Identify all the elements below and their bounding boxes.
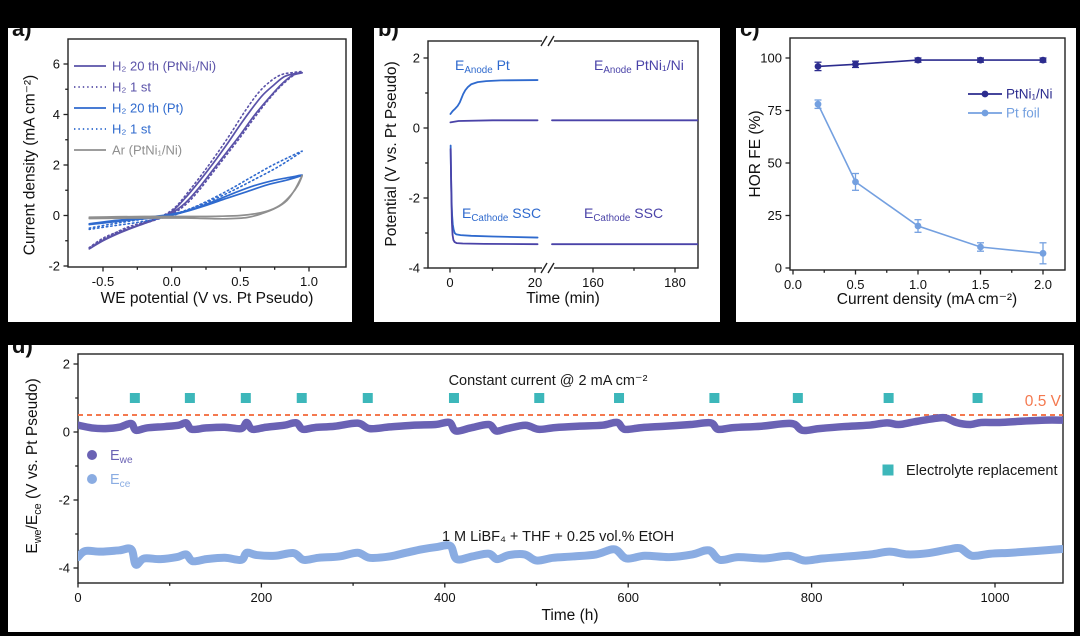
tick-label: -2 (408, 191, 420, 206)
panel-d-series (78, 413, 1063, 569)
panel-c-plot: 0.0 0.5 1.0 1.5 2.0 0 25 50 75 100 PtNi₁/Ni Pt foil (760, 37, 1066, 292)
tick-label: 1000 (981, 590, 1010, 605)
annotation: ECathode SSC (462, 205, 541, 224)
series-line (88, 174, 303, 220)
tick-label: 20 (528, 275, 542, 290)
tick-label: -4 (408, 261, 420, 276)
panel-c: 0.0 0.5 1.0 1.5 2.0 0 25 50 75 100 PtNi₁/Ni Pt foil… (736, 28, 1076, 322)
panel-a-legend: H₂ 20 th (PtNi₁/Ni) H₂ 1 st H₂ 20 th (Pt) H… (74, 59, 216, 158)
tick-label: 2 (53, 158, 60, 173)
panel-b-series (449, 79, 698, 246)
annotation: 0.5 V (1025, 393, 1062, 410)
annotation: Electrolyte replacement (906, 463, 1058, 479)
annotation: Ece (110, 472, 131, 490)
panel-a-series (88, 70, 303, 250)
legend-label: Pt foil (1006, 106, 1040, 121)
legend-label: H₂ 20 th (Pt) (112, 101, 184, 116)
tick-label: 2 (413, 51, 420, 66)
tick-label: -2 (48, 259, 60, 274)
annotation: ECathode SSC (584, 205, 663, 224)
panel-c-legend: PtNi₁/Ni Pt foil (968, 87, 1053, 121)
tick-label: 0.5 (846, 277, 864, 292)
panel-a-axes: -0.5 0.0 0.5 1.0 -2 0 2 4 6 (48, 38, 347, 289)
tick-label: 160 (582, 275, 604, 290)
annotation: Constant current @ 2 mA cm⁻² (449, 373, 648, 389)
series-line (449, 119, 539, 124)
annotation: EAnode Pt (455, 57, 510, 76)
panel-b: 0 20 160 180 2 0 -2 -4 EAnode Pt EAnode PtNi₁/Ni E… (374, 28, 720, 322)
panel-d-annotations: Constant current @ 2 mA cm⁻² 1 M LiBF₄ + … (110, 373, 1062, 545)
tick-label: 25 (768, 208, 782, 223)
panel-b-y-axis-title: Potential (V vs. Pt Pseudo) (383, 61, 400, 247)
tick-label: 0 (74, 590, 81, 605)
panel-b-x-axis-title: Time (min) (526, 290, 600, 307)
tick-label: 1.5 (971, 277, 989, 292)
panel-a: -0.5 0.0 0.5 1.0 -2 0 2 4 6 H₂ 20 th (PtNi₁/Ni) H₂… (8, 28, 352, 322)
panel-a-x-axis-title: WE potential (V vs. Pt Pseudo) (100, 290, 314, 307)
annotation: EAnode PtNi₁/Ni (594, 57, 684, 76)
electrolyte-replacement-markers (129, 393, 983, 403)
tick-label: 0.0 (784, 277, 802, 292)
annotation: 1 M LiBF₄ + THF + 0.25 vol.% EtOH (442, 529, 674, 545)
tick-label: 100 (760, 51, 782, 66)
legend-label: H₂ 1 st (112, 80, 151, 95)
panel-d-plot: 0 200 400 600 800 1000 2 0 -2 -4 Constant current … (58, 353, 1064, 605)
panel-d-x-axis-title: Time (h) (541, 607, 599, 624)
tick-label: -4 (58, 561, 70, 576)
panel-c-axes: 0.0 0.5 1.0 1.5 2.0 0 25 50 75 100 (760, 37, 1066, 292)
legend-label: H₂ 1 st (112, 122, 151, 137)
legend-square (882, 464, 894, 476)
panel-a-y-axis-title: Current density (mA cm⁻²) (21, 74, 39, 256)
tick-label: 0 (446, 275, 453, 290)
panel-b-annotations: EAnode Pt EAnode PtNi₁/Ni ECathode SSC ECat… (455, 57, 684, 224)
panel-d-letter: d) (12, 345, 33, 358)
tick-label: 400 (434, 590, 456, 605)
legend-dot (87, 474, 97, 484)
legend-dot (87, 450, 97, 460)
panel-c-series (814, 56, 1047, 265)
panel-c-letter: c) (740, 28, 760, 41)
panel-b-letter: b) (378, 28, 399, 41)
tick-label: 0 (413, 121, 420, 136)
tick-label: 800 (801, 590, 823, 605)
tick-label: 2.0 (1034, 277, 1052, 292)
legend-label: Ar (PtNi₁/Ni) (112, 143, 182, 158)
tick-label: 0.0 (163, 274, 181, 289)
tick-label: 180 (664, 275, 686, 290)
tick-label: 75 (768, 103, 782, 118)
tick-label: 50 (768, 156, 782, 171)
tick-label: 600 (617, 590, 639, 605)
annotation: Ewe (110, 448, 133, 466)
tick-label: 0 (63, 425, 70, 440)
tick-label: 1.0 (300, 274, 318, 289)
series-line (78, 413, 1063, 435)
tick-label: 0 (53, 208, 60, 223)
legend-label: PtNi₁/Ni (1006, 87, 1053, 102)
series-line (449, 79, 539, 115)
tick-label: 0 (775, 261, 782, 276)
tick-label: 4 (53, 107, 60, 122)
legend-label: H₂ 20 th (PtNi₁/Ni) (112, 59, 216, 74)
panel-d-y-axis-title: Ewe/Ece (V vs. Pt Pseudo) (23, 378, 45, 554)
panel-d-axes: 0 200 400 600 800 1000 2 0 -2 -4 (58, 353, 1064, 605)
panel-c-x-axis-title: Current density (mA cm⁻²) (836, 291, 1018, 308)
tick-label: 2 (63, 357, 70, 372)
tick-label: 1.0 (909, 277, 927, 292)
panel-d: 0 200 400 600 800 1000 2 0 -2 -4 Constant current … (8, 345, 1074, 632)
tick-label: -0.5 (92, 274, 114, 289)
series-line (449, 148, 539, 246)
tick-label: 6 (53, 57, 60, 72)
panel-a-letter: a) (12, 28, 32, 41)
tick-label: 200 (251, 590, 273, 605)
series-line (78, 541, 1063, 569)
tick-label: 0.5 (231, 274, 249, 289)
tick-label: -2 (58, 493, 70, 508)
panel-c-y-axis-title: HOR FE (%) (747, 110, 764, 198)
